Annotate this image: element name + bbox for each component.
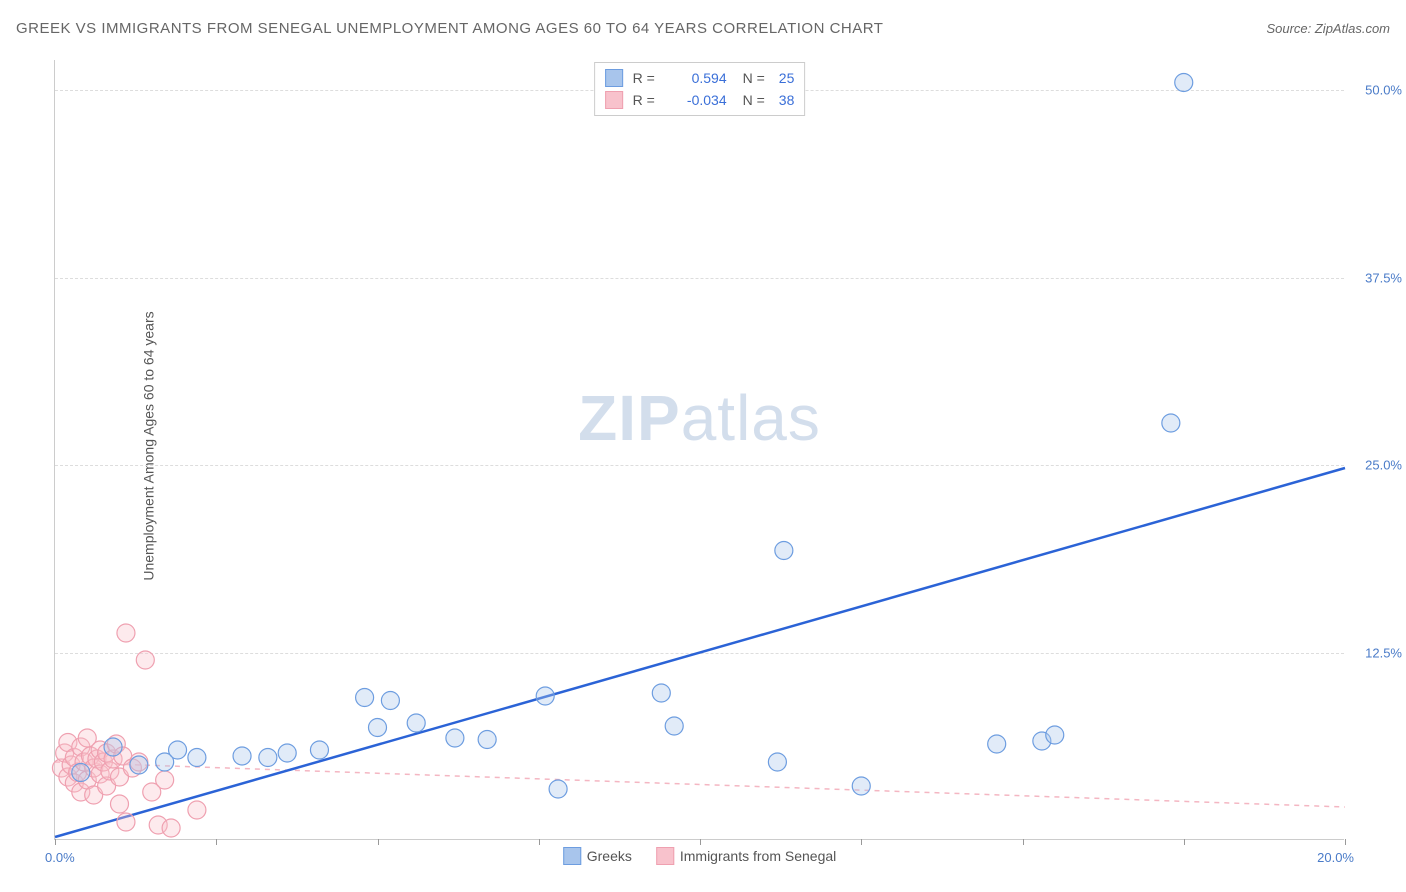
legend-swatch-greeks: [605, 69, 623, 87]
data-point: [111, 795, 129, 813]
data-point: [259, 749, 277, 767]
plot-area: ZIPatlas 12.5%25.0%37.5%50.0% R = 0.594 …: [54, 60, 1344, 840]
data-point: [104, 738, 122, 756]
n-value-greeks: 25: [779, 70, 795, 86]
y-tick-label: 12.5%: [1365, 645, 1402, 660]
x-tick: [700, 839, 701, 845]
n-value-senegal: 38: [779, 92, 795, 108]
data-point: [136, 651, 154, 669]
data-point: [665, 717, 683, 735]
y-tick-label: 50.0%: [1365, 83, 1402, 98]
y-tick-label: 25.0%: [1365, 458, 1402, 473]
data-point: [278, 744, 296, 762]
data-point: [310, 741, 328, 759]
x-axis-min-label: 0.0%: [45, 850, 75, 865]
n-label: N =: [743, 70, 765, 86]
x-tick: [55, 839, 56, 845]
data-point: [356, 689, 374, 707]
data-point: [775, 542, 793, 560]
data-point: [169, 741, 187, 759]
data-point: [1162, 414, 1180, 432]
data-point: [117, 624, 135, 642]
chart-canvas: [55, 60, 1344, 839]
legend-swatch-senegal-icon: [656, 847, 674, 865]
trend-line: [55, 762, 1345, 807]
legend-correlation: R = 0.594 N = 25 R = -0.034 N = 38: [594, 62, 806, 116]
legend-label-greeks: Greeks: [587, 848, 632, 864]
data-point: [369, 719, 387, 737]
data-point: [162, 819, 180, 837]
data-point: [549, 780, 567, 798]
x-tick: [861, 839, 862, 845]
x-tick: [1345, 839, 1346, 845]
data-point: [852, 777, 870, 795]
data-point: [188, 749, 206, 767]
y-tick-label: 37.5%: [1365, 270, 1402, 285]
r-value-greeks: 0.594: [671, 70, 727, 86]
legend-swatch-senegal: [605, 91, 623, 109]
x-tick: [1184, 839, 1185, 845]
x-tick: [1023, 839, 1024, 845]
legend-item-greeks: Greeks: [563, 847, 632, 865]
data-point: [652, 684, 670, 702]
n-label: N =: [743, 92, 765, 108]
legend-item-senegal: Immigrants from Senegal: [656, 847, 836, 865]
x-axis-max-label: 20.0%: [1317, 850, 1354, 865]
r-value-senegal: -0.034: [671, 92, 727, 108]
data-point: [117, 813, 135, 831]
data-point: [988, 735, 1006, 753]
chart-source: Source: ZipAtlas.com: [1266, 21, 1390, 36]
data-point: [478, 731, 496, 749]
data-point: [1175, 74, 1193, 92]
data-point: [233, 747, 251, 765]
chart-title: GREEK VS IMMIGRANTS FROM SENEGAL UNEMPLO…: [16, 20, 883, 37]
x-tick: [378, 839, 379, 845]
data-point: [72, 764, 90, 782]
x-tick: [539, 839, 540, 845]
r-label: R =: [633, 70, 661, 86]
data-point: [407, 714, 425, 732]
legend-swatch-greeks-icon: [563, 847, 581, 865]
legend-series: Greeks Immigrants from Senegal: [563, 847, 837, 865]
legend-row-senegal: R = -0.034 N = 38: [605, 89, 795, 111]
data-point: [188, 801, 206, 819]
data-point: [768, 753, 786, 771]
data-point: [381, 692, 399, 710]
data-point: [1046, 726, 1064, 744]
data-point: [156, 771, 174, 789]
legend-label-senegal: Immigrants from Senegal: [680, 848, 836, 864]
legend-row-greeks: R = 0.594 N = 25: [605, 67, 795, 89]
data-point: [130, 756, 148, 774]
data-point: [446, 729, 464, 747]
r-label: R =: [633, 92, 661, 108]
data-point: [536, 687, 554, 705]
trend-line: [55, 468, 1345, 837]
x-tick: [216, 839, 217, 845]
